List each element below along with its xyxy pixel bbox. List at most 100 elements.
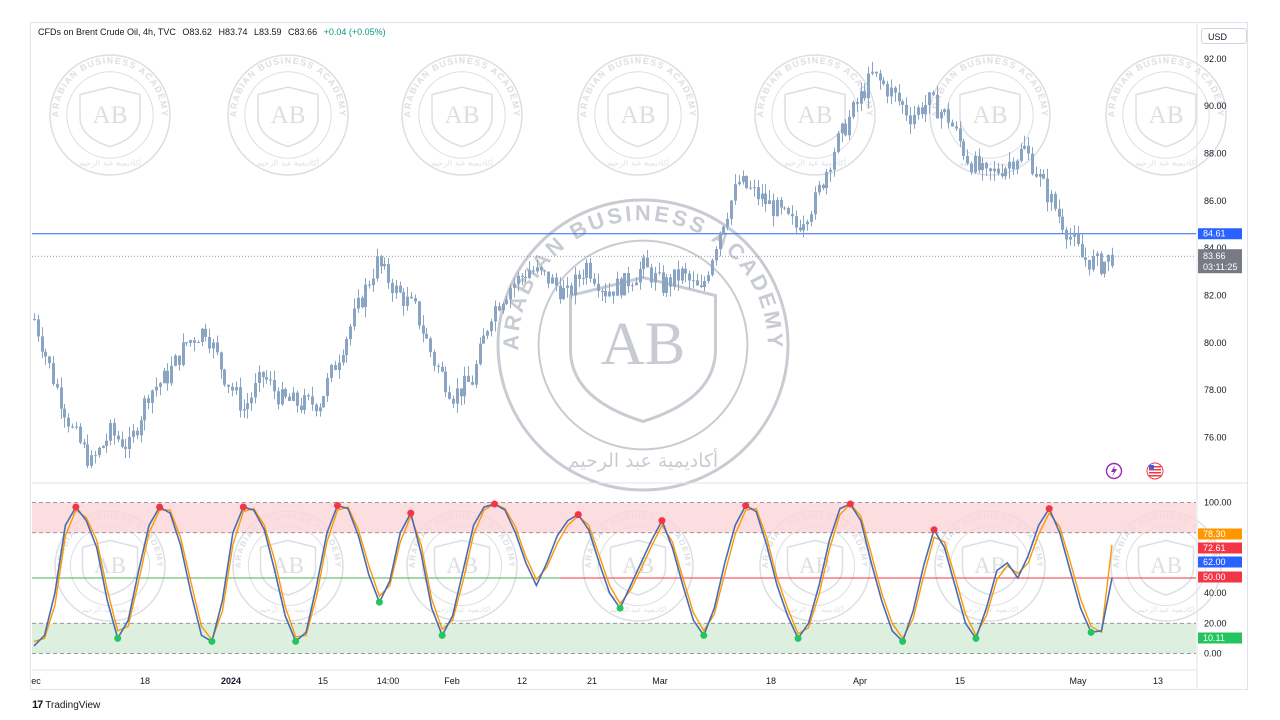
candle-body [227, 384, 230, 387]
candle-body [326, 377, 329, 397]
candle [364, 278, 367, 318]
candle [719, 231, 722, 257]
open-value: O83.62 [182, 27, 212, 37]
icon-layer [1105, 462, 1164, 480]
watermark-initials: AB [798, 102, 833, 129]
currency-selector[interactable]: USD [1201, 28, 1247, 44]
watermark-arabic-text: أكاديمية عبد الرحيم [607, 157, 669, 167]
candle [399, 281, 402, 294]
candle-body [540, 267, 543, 271]
candle [913, 106, 916, 129]
candle [898, 84, 901, 106]
candle-body [673, 269, 676, 287]
candle [623, 272, 626, 296]
candle [41, 327, 44, 359]
price-tick-label: 88.00 [1204, 149, 1227, 159]
candle-body [684, 268, 687, 274]
candle [330, 363, 333, 383]
candle-body [669, 277, 672, 287]
candle-body [955, 126, 958, 129]
candle [250, 392, 253, 411]
candle-body [223, 369, 226, 385]
candle [791, 205, 794, 225]
candle [258, 365, 261, 392]
candle-body [330, 365, 333, 378]
time-tick-label: 13 [1153, 676, 1163, 686]
candle-body [791, 213, 794, 217]
candle [989, 167, 992, 181]
candle [1046, 168, 1049, 212]
candle [380, 254, 383, 274]
candle-body [528, 270, 531, 278]
price-pane[interactable] [32, 23, 1248, 690]
candle [387, 257, 390, 289]
candle-body [1020, 148, 1023, 161]
watermark-initials: AB [601, 311, 686, 378]
candle-body [848, 116, 851, 136]
oscillator-value-badge-bg [1198, 571, 1242, 583]
peak-dot [407, 509, 415, 517]
symbol-title[interactable]: CFDs on Brent Crude Oil, 4h, TVC [38, 27, 176, 37]
candle-body [71, 426, 74, 428]
candle [182, 333, 185, 367]
candle-body [231, 386, 234, 391]
candle-body [132, 430, 135, 437]
candle [753, 179, 756, 197]
candle [223, 368, 226, 387]
candle [1042, 169, 1045, 180]
candle [757, 180, 760, 206]
candle-body [307, 395, 310, 397]
candle [799, 219, 802, 232]
candle [635, 277, 638, 286]
candle [570, 282, 573, 300]
candle [475, 360, 478, 388]
trough-dot [114, 634, 122, 642]
close-value: C83.66 [288, 27, 318, 37]
candle-body [917, 107, 920, 115]
candle [955, 121, 958, 132]
candle-body [482, 335, 485, 344]
oscillator-pane[interactable] [32, 500, 1196, 654]
symbol-header: CFDs on Brent Crude Oil, 4h, TVC O83.62 … [38, 27, 390, 37]
candle [216, 335, 219, 356]
candle-body [700, 285, 703, 287]
watermark-initials: AB [973, 102, 1008, 129]
candle-body [109, 422, 112, 441]
candle-body [376, 256, 379, 279]
oscillator-value-badge-label: 50.00 [1203, 572, 1226, 582]
time-tick-label: 2024 [221, 676, 241, 686]
watermark-arabic-text: أكاديمية عبد الرحيم [959, 157, 1021, 167]
tradingview-footer[interactable]: 17 TradingView [32, 699, 100, 711]
candle-body [753, 187, 756, 189]
candle [429, 336, 432, 358]
candle [494, 300, 497, 332]
hline-price-badge-bg [1198, 228, 1242, 240]
watermark-initials: AB [271, 102, 306, 129]
candle-body [562, 287, 565, 300]
price-tick-label: 86.00 [1204, 196, 1227, 206]
candle [315, 402, 318, 417]
candle-body [871, 71, 874, 74]
candle-body [467, 375, 470, 382]
candle-body [193, 340, 196, 343]
candle-body [745, 176, 748, 188]
watermark-arabic-text: أكاديمية عبد الرحيم [784, 157, 846, 167]
candle-body [60, 387, 63, 409]
candle [83, 438, 86, 449]
candle-body [1001, 173, 1004, 177]
candle-body [124, 446, 127, 449]
candle [391, 278, 394, 302]
time-tick-label: 15 [955, 676, 965, 686]
candle [536, 259, 539, 274]
candle-body [113, 422, 116, 436]
candle [128, 427, 131, 459]
candle-body [201, 328, 204, 343]
candle-body [646, 257, 649, 268]
hline-price-badge-label: 84.61 [1203, 229, 1226, 239]
candle-body [585, 262, 588, 278]
oscillator-value-badge-bg [1198, 542, 1242, 554]
candle [471, 375, 474, 386]
